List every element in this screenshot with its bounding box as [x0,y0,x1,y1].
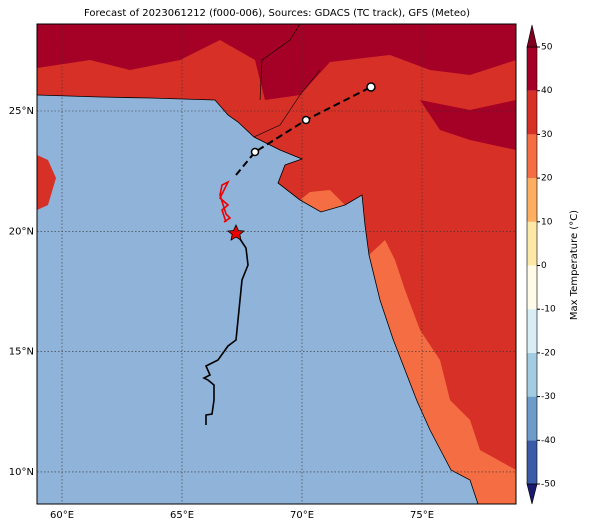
colorbar-band [527,221,537,266]
tc-track-loops [219,180,232,223]
tc-track-observed [202,235,249,425]
lat-tick-label: 10°N [9,467,34,478]
colorbar-label: Max Temperature (°C) [569,210,580,320]
forecast-point [301,115,311,125]
border [253,24,321,138]
colorbar-extend-high [526,24,538,48]
colorbar-tick-label: -30 [541,392,556,402]
colorbar-tick-label: 20 [541,174,553,184]
colorbar-band [527,265,537,310]
land-oman [37,155,56,210]
lon-tick-label: 60°E [50,510,74,521]
hot-north [37,24,516,100]
colorbar-band [527,134,537,179]
colorbar-tick-label: 30 [541,130,553,140]
land [37,24,516,504]
lon-tick-label: 65°E [170,510,194,521]
colorbar-tick-label: 10 [541,217,553,227]
map-title: Forecast of 2023061212 (f000-006), Sourc… [84,8,470,19]
colorbar-tick-label: -20 [541,348,556,358]
lat-tick-label: 25°N [9,106,34,117]
map-frame [36,23,517,505]
lat-tick-label: 20°N [9,226,34,237]
colorbar-tick-label: 0 [541,261,547,271]
warm-gujarat [300,190,345,212]
tc-track-forecast [235,86,372,176]
colorbar-extend-low [526,483,538,505]
map-area [37,24,516,504]
colorbar-band [527,178,537,222]
colorbar-band [527,47,537,91]
coastline [37,94,479,504]
lat-tick-label: 15°N [9,347,34,358]
colorbar-band [527,352,537,397]
colorbar-band [527,309,537,353]
warm-coast [369,240,516,504]
forecast-point [366,82,376,92]
colorbar-tick-label: 50 [541,43,553,53]
colorbar-band [527,90,537,135]
current-position [227,224,245,241]
colorbar-tick-label: -50 [541,480,556,490]
lon-tick-label: 70°E [290,510,314,521]
colorbar-tick-label: -10 [541,305,556,315]
colorbar-tick-label: -40 [541,436,556,446]
colorbar-band [527,396,537,441]
forecast-point [250,147,260,157]
colorbar-band [527,440,537,484]
lon-tick-label: 75°E [410,510,434,521]
hot-east [420,100,516,150]
colorbar-tick-label: 40 [541,86,553,96]
